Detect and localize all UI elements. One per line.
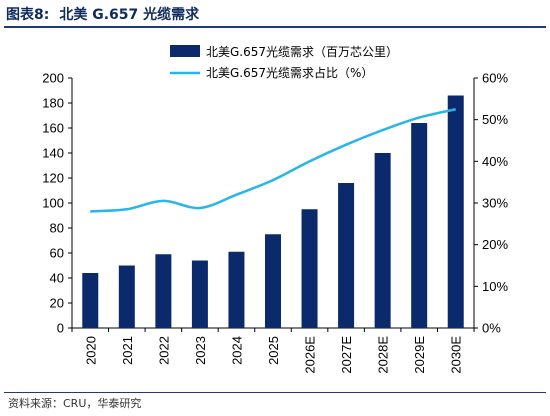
legend-bar-swatch: [170, 45, 200, 57]
right-tick-label: 10%: [482, 279, 508, 294]
x-tick-label: 2029E: [412, 336, 427, 374]
left-tick-label: 140: [42, 146, 64, 161]
left-tick-label: 20: [50, 296, 64, 311]
bottom-rule: [4, 392, 546, 393]
right-tick-label: 50%: [482, 112, 508, 127]
bar: [118, 265, 135, 328]
right-tick-label: 60%: [482, 71, 508, 86]
left-tick-label: 160: [42, 121, 64, 136]
x-tick-label: 2030E: [449, 336, 464, 374]
bar: [447, 95, 464, 328]
bar: [82, 273, 99, 328]
left-tick-label: 100: [42, 196, 64, 211]
x-tick-label: 2026E: [303, 336, 318, 374]
figure-label: 图表8:: [6, 7, 50, 23]
bar: [301, 209, 318, 328]
bar: [228, 251, 245, 328]
x-tick-label: 2021: [120, 336, 135, 365]
x-tick-label: 2024: [229, 336, 244, 365]
right-tick-label: 40%: [482, 154, 508, 169]
bar: [191, 260, 208, 328]
x-tick-label: 2027E: [339, 336, 354, 374]
left-tick-label: 0: [57, 321, 64, 336]
left-tick-label: 40: [50, 271, 64, 286]
left-tick-label: 80: [50, 221, 64, 236]
x-tick-label: 2020: [83, 336, 98, 365]
bar: [265, 234, 281, 328]
legend-line-label: 北美G.657光缆需求占比（%）: [206, 65, 373, 80]
left-tick-label: 60: [50, 246, 64, 261]
x-tick-label: 2022: [156, 336, 171, 365]
bar: [411, 123, 428, 328]
source-note: 资料来源：CRU，华泰研究: [8, 397, 142, 410]
bar: [374, 153, 391, 328]
x-tick-label: 2023: [193, 336, 208, 365]
left-tick-label: 120: [42, 171, 64, 186]
right-tick-label: 0%: [482, 321, 501, 336]
bar: [155, 254, 172, 328]
top-rule: [4, 26, 546, 28]
chart-title: 图表8: 北美 G.657 光缆需求: [6, 4, 199, 24]
figure-title: 北美 G.657 光缆需求: [59, 7, 200, 23]
right-tick-label: 30%: [482, 196, 508, 211]
x-tick-label: 2028E: [376, 336, 391, 374]
left-tick-label: 200: [42, 71, 64, 86]
right-tick-label: 20%: [482, 237, 508, 252]
legend-bar-label: 北美G.657光缆需求（百万芯公里）: [206, 45, 398, 59]
share-line: [90, 108, 457, 213]
bar: [338, 183, 355, 328]
x-tick-label: 2025: [266, 336, 281, 365]
left-tick-label: 180: [42, 96, 64, 111]
